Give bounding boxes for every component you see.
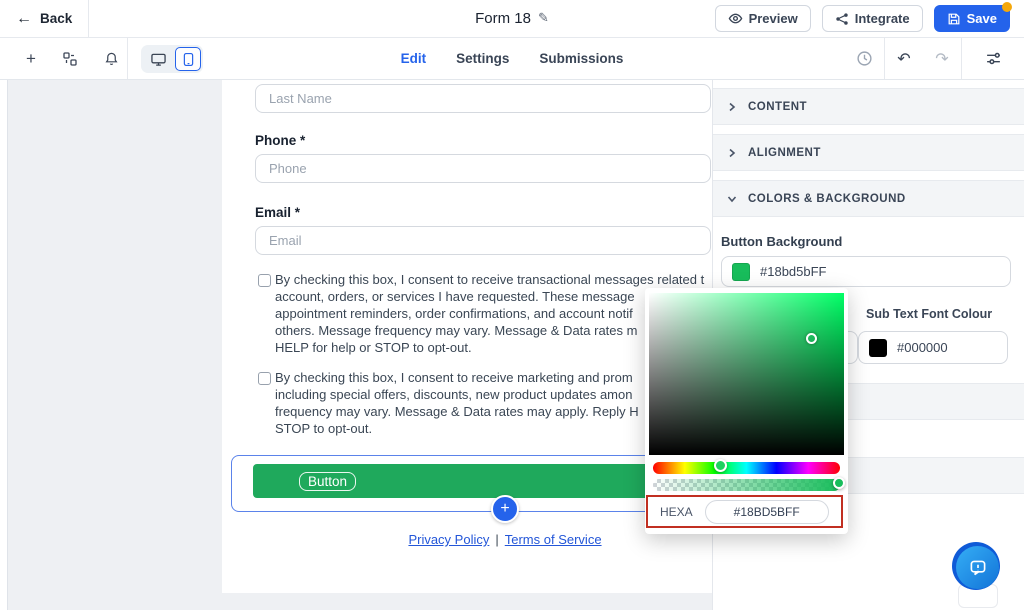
toolbar-divider [961,38,962,79]
phone-field-label: Phone * [255,133,306,148]
preview-label: Preview [748,11,798,26]
button-background-swatch[interactable] [732,262,750,281]
page-title: Form 18 [475,10,531,27]
toolbar-left-icons: + [26,38,119,79]
preview-button[interactable]: Preview [714,5,811,32]
section-content-label: CONTENT [748,100,808,113]
mobile-view-button[interactable] [175,47,201,71]
add-element-below-button[interactable]: + [491,495,519,523]
section-colors-background[interactable]: COLORS & BACKGROUND [713,180,1024,217]
back-label: Back [40,11,73,26]
save-button[interactable]: Save [933,2,1012,32]
notifications-bell-icon[interactable] [104,51,119,67]
button-background-value[interactable]: #18bd5bFF [760,264,827,279]
alpha-gradient [653,479,840,491]
undo-icon[interactable]: ↶ [897,48,911,68]
form-canvas: Phone * Email * By checking this box, I … [222,80,712,593]
button-background-label: Button Background [721,234,843,249]
email-field-label: Email * [255,205,301,220]
back-arrow-icon: ← [16,9,32,27]
add-element-icon[interactable]: + [26,48,36,68]
form-elements-icon[interactable] [62,51,78,67]
edit-title-icon[interactable]: ✎ [537,11,549,26]
header-divider [88,0,89,37]
section-alignment-label: ALIGNMENT [748,146,821,159]
chevron-right-icon [727,148,737,158]
email-input[interactable] [255,226,711,255]
eye-icon [728,11,743,26]
top-header: ← Back Form 18 ✎ Preview Integrate Save [0,0,1024,38]
marketing-consent-checkbox[interactable] [258,372,271,385]
integrate-button[interactable]: Integrate [821,5,923,32]
save-label: Save [966,11,997,26]
transactional-consent-text: By checking this box, I consent to recei… [275,272,705,355]
version-history-icon[interactable] [844,38,884,79]
last-name-input[interactable] [255,84,711,113]
footer-separator: | [495,532,499,547]
transactional-consent-checkbox[interactable] [258,274,271,287]
button-background-field[interactable]: #18bd5bFF [721,256,1011,287]
sub-text-font-colour-label: Sub Text Font Colour [866,307,993,321]
privacy-policy-link[interactable]: Privacy Policy [408,532,490,547]
section-content[interactable]: CONTENT [713,88,1024,125]
section-alignment[interactable]: ALIGNMENT [713,134,1024,171]
phone-input[interactable] [255,154,711,183]
tab-submissions[interactable]: Submissions [539,51,624,66]
tab-edit[interactable]: Edit [400,51,427,66]
saturation-marker[interactable] [806,333,817,344]
hexa-label: HEXA [660,504,693,519]
toolbar-right-icons: ↶ ↷ [844,38,1024,79]
plus-icon: + [500,500,510,517]
unsaved-changes-badge [1002,2,1012,12]
hexa-value-input[interactable] [704,499,829,524]
alpha-slider[interactable] [653,477,845,491]
toolbar-divider [127,38,128,79]
terms-of-service-link[interactable]: Terms of Service [504,532,602,547]
alpha-slider-handle[interactable] [833,477,845,489]
help-chat-button[interactable] [956,546,999,589]
sub-text-font-colour-value[interactable]: #000000 [897,340,948,355]
form-footer-links: Privacy Policy | Terms of Service [322,532,688,547]
marketing-consent-text: By checking this box, I consent to recei… [275,370,639,436]
form-submit-button-label[interactable]: Button [299,471,357,491]
builder-toolbar: + Edit Settings Submissions ↶ ↷ [0,38,1024,80]
chat-bubble-icon [967,557,989,579]
section-colors-background-label: COLORS & BACKGROUND [748,192,906,205]
hue-slider[interactable] [653,459,840,474]
canvas-left-strip [0,80,8,610]
style-settings-icon[interactable] [962,38,1024,79]
saturation-area[interactable] [649,293,844,455]
chevron-down-icon [727,194,737,204]
chevron-right-icon [727,102,737,112]
redo-icon[interactable]: ↷ [935,48,949,68]
tab-settings[interactable]: Settings [456,51,510,66]
hexa-row-annotation: HEXA [646,495,843,528]
integrate-label: Integrate [854,11,910,26]
desktop-view-button[interactable] [143,47,173,71]
sub-text-font-colour-field[interactable]: #000000 [858,331,1008,364]
hue-slider-handle[interactable] [714,459,727,472]
builder-tabs: Edit Settings Submissions [0,38,1024,79]
back-button[interactable]: ← Back [16,0,72,37]
form-submit-button[interactable]: Button [253,464,704,498]
sub-text-font-colour-swatch[interactable] [869,338,887,357]
header-actions: Preview Integrate Save [714,2,1012,32]
color-picker-popover: HEXA [645,288,848,534]
save-icon [947,12,961,26]
device-toggle [141,45,203,73]
toolbar-divider [884,38,885,79]
share-icon [835,12,849,26]
